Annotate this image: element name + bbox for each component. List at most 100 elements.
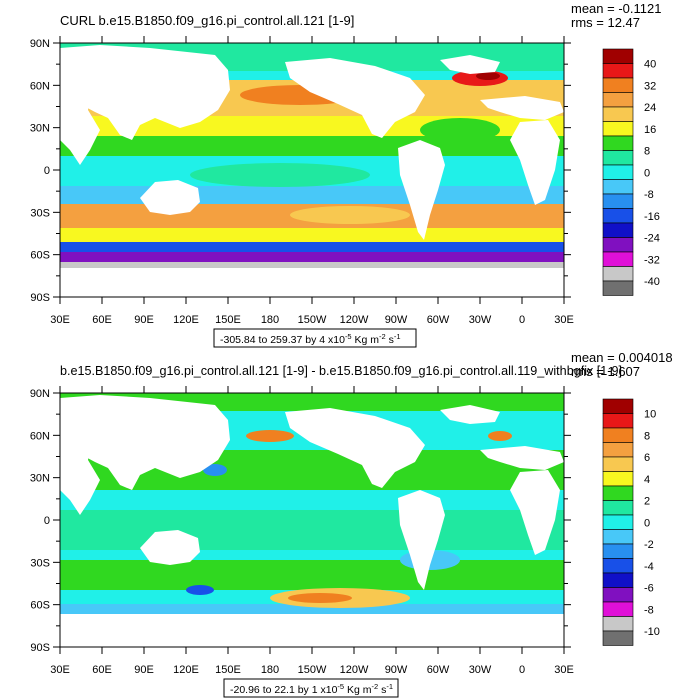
x-axis-2: 30E 60E 90E 120E 150E 180 150W 120W 90W 60W 30W 0 30… xyxy=(50,386,574,676)
colorbar-label: 4 xyxy=(644,474,650,486)
x-tick-label: 120E xyxy=(173,664,199,676)
y-axis-2: 90N 60N 30N 0 30S 60S 90S xyxy=(30,388,571,654)
x-tick-label: 60W xyxy=(427,314,450,326)
plot-title-2: b.e15.B1850.f09_g16.pi_control.all.121 [… xyxy=(60,364,622,378)
y-axis-1: 90N 60N 30N 0 30S 60S 90S xyxy=(30,38,571,304)
x-tick-label: 30E xyxy=(554,314,574,326)
x-tick-label: 90E xyxy=(134,664,154,676)
colorbar-swatch xyxy=(602,558,634,574)
colorbar-swatch xyxy=(602,266,634,282)
x-tick-label: 90W xyxy=(385,664,408,676)
continents-1 xyxy=(60,45,564,240)
colorbar-swatch xyxy=(602,413,634,429)
colorbar-1: 40 32 24 16 8 0 -8 -16 -24 -32 -40 xyxy=(602,48,660,296)
plot-title-1: CURL b.e15.B1850.f09_g16.pi_control.all.… xyxy=(60,13,354,28)
rms-label-2: rms = 1.607 xyxy=(571,364,640,379)
colorbar-swatch xyxy=(602,63,634,79)
colorbar-swatch xyxy=(602,601,634,617)
y-tick-label: 60S xyxy=(30,600,50,612)
colorbar-swatch xyxy=(602,630,634,646)
colorbar-label: -40 xyxy=(644,276,660,288)
colorbar-swatch xyxy=(602,587,634,603)
colorbar-label: -10 xyxy=(644,626,660,638)
colorbar-swatch xyxy=(602,92,634,108)
colorbar-swatch xyxy=(602,485,634,501)
colorbar-swatch xyxy=(602,135,634,151)
x-tick-label: 120E xyxy=(173,314,199,326)
panel-1: CURL b.e15.B1850.f09_g16.pi_control.all.… xyxy=(30,1,661,348)
rms-label-1: rms = 12.47 xyxy=(571,15,640,30)
x-tick-label: 30W xyxy=(469,314,492,326)
x-tick-label: 180 xyxy=(261,314,279,326)
y-tick-label: 60N xyxy=(30,80,50,92)
colorbar-swatch xyxy=(602,193,634,209)
colorbar-label: 24 xyxy=(644,102,656,114)
colorbar-swatch xyxy=(602,427,634,443)
colorbar-swatch xyxy=(602,616,634,632)
colorbar-swatch xyxy=(602,456,634,472)
x-tick-label: 60E xyxy=(92,664,112,676)
colorbar-swatch xyxy=(602,471,634,487)
x-tick-label: 30E xyxy=(554,664,574,676)
y-tick-label: 60S xyxy=(30,250,50,262)
x-tick-label: 0 xyxy=(519,314,525,326)
colorbar-swatch xyxy=(602,106,634,122)
mean-label-1: mean = -0.1121 xyxy=(571,1,661,16)
y-tick-label: 90S xyxy=(30,642,50,654)
colorbar-label: -4 xyxy=(644,561,654,573)
colorbar-label: 40 xyxy=(644,59,656,71)
x-tick-label: 30E xyxy=(50,664,70,676)
x-tick-label: 120W xyxy=(340,314,369,326)
colorbar-label: -8 xyxy=(644,604,654,616)
colorbar-label: 6 xyxy=(644,452,650,464)
colorbar-label: 32 xyxy=(644,80,656,92)
x-tick-label: 120W xyxy=(340,664,369,676)
y-tick-label: 60N xyxy=(30,430,50,442)
colorbar-label: -32 xyxy=(644,254,660,266)
x-tick-label: 60W xyxy=(427,664,450,676)
x-tick-label: 30W xyxy=(469,664,492,676)
x-tick-label: 60E xyxy=(92,314,112,326)
colorbar-label: -8 xyxy=(644,189,654,201)
y-tick-label: 90N xyxy=(30,388,50,400)
y-tick-label: 90S xyxy=(30,292,50,304)
colorbar-swatch xyxy=(602,280,634,296)
x-tick-label: 90W xyxy=(385,314,408,326)
colorbar-swatch xyxy=(602,572,634,588)
colorbar-swatch xyxy=(602,48,634,64)
colorbar-label: -2 xyxy=(644,539,654,551)
x-tick-label: 150W xyxy=(298,664,327,676)
colorbar-swatch xyxy=(602,442,634,458)
x-tick-label: 0 xyxy=(519,664,525,676)
colorbar-label: 2 xyxy=(644,496,650,508)
colorbar-swatch xyxy=(602,121,634,137)
panel-2: b.e15.B1850.f09_g16.pi_control.all.121 [… xyxy=(30,350,673,698)
colorbar-2: 10 8 6 4 2 0 -2 -4 -6 -8 -10 xyxy=(602,398,660,646)
colorbar-swatch xyxy=(602,222,634,238)
colorbar-swatch xyxy=(602,150,634,166)
range-label-2: -20.96 to 22.1 by 1 x10-5 Kg m-2 s-1 xyxy=(223,678,399,698)
y-tick-label: 90N xyxy=(30,38,50,50)
map-field-2 xyxy=(60,393,564,647)
colorbar-label: 10 xyxy=(644,409,656,421)
colorbar-swatch xyxy=(602,251,634,267)
y-tick-label: 30N xyxy=(30,473,50,485)
colorbar-label: -6 xyxy=(644,583,654,595)
colorbar-swatch xyxy=(602,237,634,253)
colorbar-label: 8 xyxy=(644,430,650,442)
colorbar-swatch xyxy=(602,164,634,180)
svg-text:-20.96 to 22.1 by 1 x10-5 Kg m: -20.96 to 22.1 by 1 x10-5 Kg m-2 s-1 xyxy=(230,682,393,696)
x-tick-label: 150E xyxy=(215,314,241,326)
colorbar-label: 0 xyxy=(644,167,650,179)
x-tick-label: 150W xyxy=(298,314,327,326)
colorbar-swatch xyxy=(602,208,634,224)
colorbar-swatch xyxy=(602,398,634,414)
colorbar-label: 16 xyxy=(644,124,656,136)
svg-text:-305.84 to 259.37 by 4 x10-5 K: -305.84 to 259.37 by 4 x10-5 Kg m-2 s-1 xyxy=(220,332,401,346)
y-tick-label: 30S xyxy=(30,557,50,569)
continents-2 xyxy=(60,395,564,590)
colorbar-swatch xyxy=(602,500,634,516)
colorbar-label: -16 xyxy=(644,211,660,223)
colorbar-swatch xyxy=(602,514,634,530)
